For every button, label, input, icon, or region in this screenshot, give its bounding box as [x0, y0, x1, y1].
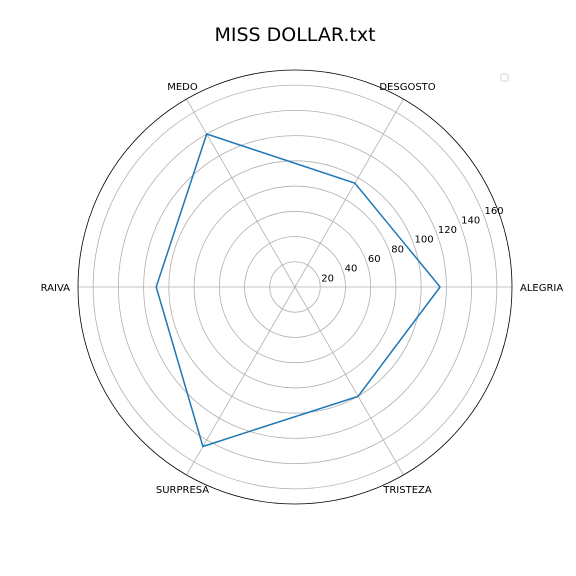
tick-label-20: 20	[321, 273, 334, 284]
radial-tick-labels: 20 40 60 80 100 120 140 160	[321, 206, 503, 285]
series-line-0	[155, 133, 441, 448]
spoke-tristeza	[294, 286, 404, 476]
category-label-raiva: RAIVA	[41, 283, 71, 294]
category-label-alegria: ALEGRIA	[520, 283, 563, 294]
tick-label-120: 120	[438, 225, 457, 236]
category-label-surpresa: SURPRESA	[156, 485, 209, 496]
spoke-medo	[186, 98, 296, 288]
legend-box	[500, 73, 509, 82]
tick-label-60: 60	[368, 254, 381, 265]
category-labels: ALEGRIA DESGOSTO MEDO RAIVA SURPRESA TRISTEZA	[41, 82, 564, 496]
polar-frame	[77, 69, 513, 505]
category-label-medo: MEDO	[167, 82, 198, 93]
tick-label-140: 140	[461, 215, 480, 226]
category-label-tristeza: TRISTEZA	[382, 485, 432, 496]
spoke-surpresa	[186, 286, 296, 476]
series-layer	[155, 133, 441, 448]
tick-label-40: 40	[345, 264, 358, 275]
chart-title: MISS DOLLAR.txt	[214, 24, 375, 46]
tick-label-100: 100	[415, 235, 434, 246]
grid-layer	[77, 69, 513, 505]
tick-label-80: 80	[391, 244, 404, 255]
tick-label-160: 160	[484, 206, 503, 217]
spoke-desgosto	[294, 98, 404, 288]
category-label-desgosto: DESGOSTO	[379, 82, 435, 93]
